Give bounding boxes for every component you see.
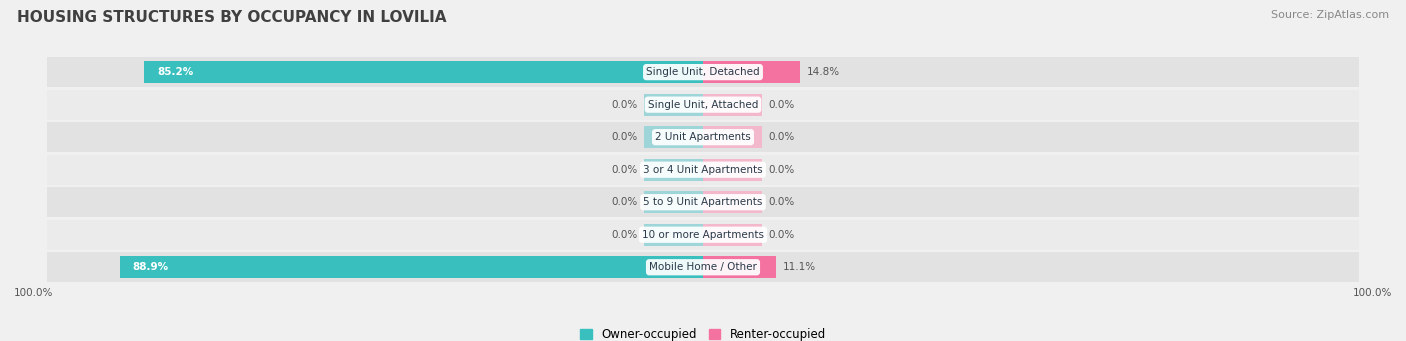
Text: 14.8%: 14.8%	[807, 67, 839, 77]
Bar	[703, 126, 762, 148]
Text: 0.0%: 0.0%	[612, 165, 637, 175]
Bar	[644, 224, 703, 246]
Text: 0.0%: 0.0%	[612, 132, 637, 142]
Bar	[703, 256, 776, 278]
Bar	[143, 61, 703, 83]
Bar	[46, 252, 1360, 282]
Text: 0.0%: 0.0%	[769, 197, 794, 207]
Text: 11.1%: 11.1%	[782, 262, 815, 272]
Text: 0.0%: 0.0%	[612, 230, 637, 240]
Text: Mobile Home / Other: Mobile Home / Other	[650, 262, 756, 272]
Bar	[703, 159, 762, 181]
Text: 0.0%: 0.0%	[612, 100, 637, 110]
Text: 0.0%: 0.0%	[612, 197, 637, 207]
Legend: Owner-occupied, Renter-occupied: Owner-occupied, Renter-occupied	[579, 328, 827, 341]
Text: 10 or more Apartments: 10 or more Apartments	[643, 230, 763, 240]
Text: 100.0%: 100.0%	[1353, 287, 1392, 298]
Text: 2 Unit Apartments: 2 Unit Apartments	[655, 132, 751, 142]
Bar	[703, 61, 800, 83]
Bar	[46, 57, 1360, 87]
Text: 5 to 9 Unit Apartments: 5 to 9 Unit Apartments	[644, 197, 762, 207]
Bar	[120, 256, 703, 278]
Bar	[46, 187, 1360, 217]
Bar	[46, 122, 1360, 152]
Text: Single Unit, Attached: Single Unit, Attached	[648, 100, 758, 110]
Bar	[703, 93, 762, 116]
Text: Single Unit, Detached: Single Unit, Detached	[647, 67, 759, 77]
Bar	[644, 159, 703, 181]
Text: Source: ZipAtlas.com: Source: ZipAtlas.com	[1271, 10, 1389, 20]
Text: 100.0%: 100.0%	[14, 287, 53, 298]
Bar	[644, 93, 703, 116]
Bar	[46, 155, 1360, 184]
Text: 0.0%: 0.0%	[769, 100, 794, 110]
Text: 0.0%: 0.0%	[769, 230, 794, 240]
Bar	[703, 224, 762, 246]
Bar	[46, 220, 1360, 250]
Bar	[644, 191, 703, 213]
Text: 88.9%: 88.9%	[132, 262, 169, 272]
Bar	[46, 90, 1360, 120]
Text: 85.2%: 85.2%	[157, 67, 194, 77]
Text: 0.0%: 0.0%	[769, 165, 794, 175]
Bar	[644, 126, 703, 148]
Text: 3 or 4 Unit Apartments: 3 or 4 Unit Apartments	[643, 165, 763, 175]
Text: 0.0%: 0.0%	[769, 132, 794, 142]
Bar	[703, 191, 762, 213]
Text: HOUSING STRUCTURES BY OCCUPANCY IN LOVILIA: HOUSING STRUCTURES BY OCCUPANCY IN LOVIL…	[17, 10, 446, 25]
